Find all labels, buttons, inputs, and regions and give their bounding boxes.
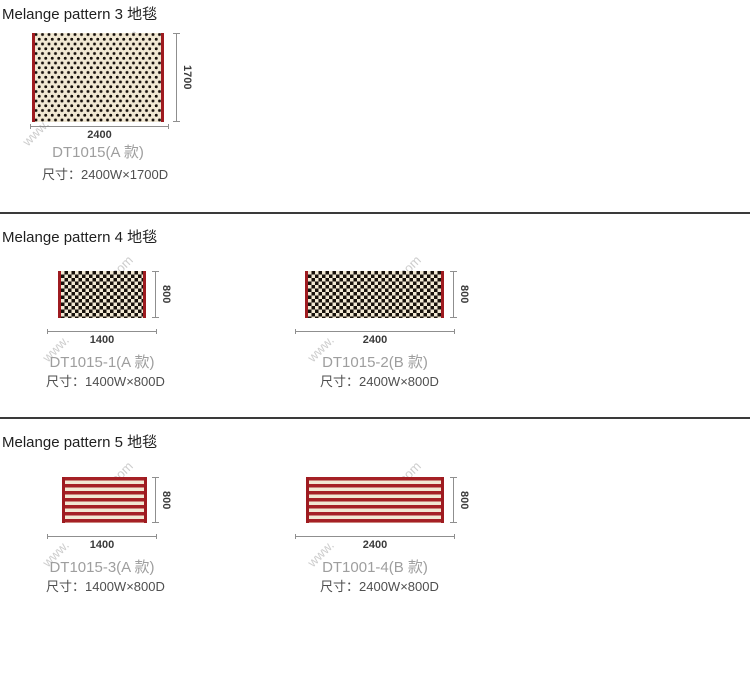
model-code: DT1001-4(B 款) [322, 559, 428, 576]
section-title: Melange pattern 4 地毯 [2, 229, 158, 246]
model-code: DT1015(A 款) [52, 144, 144, 161]
section-divider [0, 417, 750, 419]
carpet-swatch [62, 477, 147, 523]
height-dimension-label: 800 [458, 490, 470, 510]
height-dimension-line [450, 477, 457, 523]
size-spec: 尺寸：2400W×1700D [42, 167, 169, 182]
height-dimension-line [152, 271, 159, 318]
width-dimension-label: 2400 [362, 539, 388, 551]
width-dimension-label: 1400 [89, 334, 115, 346]
height-dimension-line [152, 477, 159, 523]
height-dimension-label: 800 [160, 285, 172, 304]
width-dimension-line [30, 124, 169, 129]
carpet-swatch [306, 477, 444, 523]
size-spec: 尺寸：2400W×800D [320, 579, 439, 594]
model-code: DT1015-3(A 款) [49, 559, 155, 576]
section-title: Melange pattern 5 地毯 [2, 434, 158, 451]
width-dimension-line [47, 534, 157, 539]
section-title: Melange pattern 3 地毯 [2, 6, 158, 23]
carpet-swatch [32, 33, 164, 122]
height-dimension-label: 1700 [181, 65, 193, 90]
size-spec: 尺寸：2400W×800D [320, 374, 439, 389]
height-dimension-label: 800 [160, 490, 172, 510]
width-dimension-line [47, 329, 157, 334]
size-spec: 尺寸：1400W×800D [46, 374, 165, 389]
height-dimension-label: 800 [458, 285, 470, 304]
section-divider [0, 212, 750, 214]
carpet-swatch [305, 271, 444, 318]
model-code: DT1015-2(B 款) [322, 354, 428, 371]
width-dimension-label: 2400 [87, 129, 112, 141]
carpet-swatch [58, 271, 146, 318]
model-code: DT1015-1(A 款) [49, 354, 155, 371]
width-dimension-line [295, 329, 455, 334]
size-spec: 尺寸：1400W×800D [46, 579, 165, 594]
height-dimension-line [173, 33, 180, 122]
width-dimension-label: 2400 [362, 334, 388, 346]
width-dimension-label: 1400 [89, 539, 115, 551]
height-dimension-line [450, 271, 457, 318]
width-dimension-line [295, 534, 455, 539]
